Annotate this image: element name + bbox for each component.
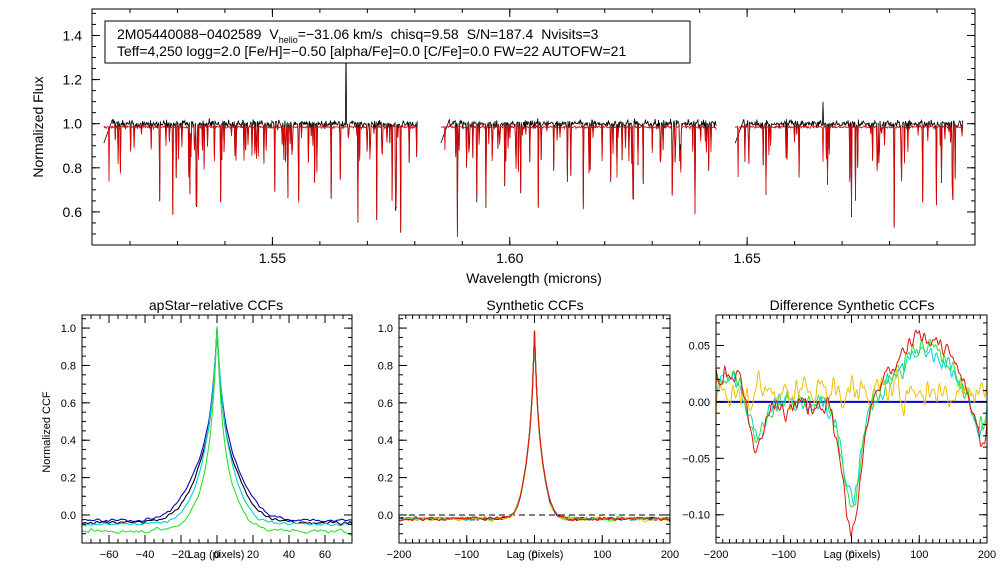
annotation-chisq: chisq=9.58: [391, 26, 459, 42]
difference-ccf-panel: Difference Synthetic CCFs −200 −100 0 100 20…: [682, 297, 996, 561]
annotation-frame: [104, 20, 691, 64]
synthetic-ccf-visit-3: [398, 331, 671, 521]
difference-xlabel: Lag (pixels): [824, 549, 881, 561]
x-tick-label: −200: [387, 549, 412, 561]
y-tick-label: 0.8: [61, 360, 76, 372]
y-tick-label: 1.0: [378, 323, 393, 335]
y-tick-label: 0.00: [689, 397, 710, 409]
x-tick-label: 200: [978, 549, 996, 561]
model-spectrum-chip-1: [103, 123, 418, 231]
synthetic-xlabel: Lag (pixels): [507, 549, 564, 561]
spectrum-panel: 1.55 1.60 1.65 0.6 0.8 1.0 1.2 1.4 Wavelength (…: [30, 8, 976, 286]
apstar-xlabel: Lag (pixels): [188, 549, 245, 561]
spectrum-plot-area: [103, 44, 964, 237]
y-tick-label: 0.4: [61, 435, 76, 447]
synthetic-ccf-visit-4: [398, 332, 671, 522]
y-tick-label: 0.6: [61, 398, 76, 410]
spectrum-ylabel: Normalized Flux: [30, 76, 46, 177]
apstar-ylabel: Normalized CCF: [41, 391, 53, 473]
difference-title: Difference Synthetic CCFs: [770, 297, 935, 313]
y-tick-label: 0.6: [63, 204, 83, 220]
y-tick-label: 1.2: [63, 72, 83, 88]
annotation-box: 2M05440088−0402589 Vhelio=−31.06 km/s chis…: [104, 20, 691, 64]
y-tick-label: 0.4: [378, 435, 393, 447]
annotation-star: 2M05440088−0402589: [117, 26, 262, 42]
x-tick-label: −100: [771, 549, 796, 561]
x-tick-label: −60: [100, 549, 119, 561]
synthetic-ticks: −200 −100 0 100 200 0.0 0.2 0.4 0.6 0.8 1.0: [378, 315, 679, 561]
y-tick-label: 0.6: [378, 398, 393, 410]
annotation-line-2: Teff=4,250 logg=2.0 [Fe/H]=−0.50 [alpha/…: [117, 43, 626, 59]
spectrum-xlabel: Wavelength (microns): [466, 270, 602, 286]
y-tick-label: 1.0: [63, 116, 83, 132]
apstar-plot-area: [81, 326, 353, 536]
x-tick-label: −40: [136, 549, 155, 561]
annotation-v-prefix: V: [269, 26, 279, 42]
apstar-title: apStar−relative CCFs: [149, 297, 283, 313]
synthetic-ccf-visit-2: [398, 331, 671, 523]
difference-ticks: −200 −100 0 100 200 −0.10 −0.05 0.00 0.05: [682, 315, 996, 561]
apstar-ccf-visit-1: [81, 328, 353, 526]
y-tick-label: 1.4: [63, 28, 83, 44]
annotation-v-sub: helio: [279, 35, 298, 45]
apstar-ticks: −60 −40 −20 0 20 40 60 0.0 0.2 0.4 0.6 0.8 1.0: [61, 315, 353, 561]
annotation-v-value: =−31.06 km/s: [298, 26, 383, 42]
difference-axes-frame: [715, 314, 988, 544]
x-tick-label: 1.60: [496, 250, 523, 266]
x-tick-label: 0: [531, 549, 537, 561]
observed-spectrum-chip-1: [103, 44, 418, 233]
apstar-axes-frame: [81, 314, 353, 544]
annotation-nvisits: Nvisits=3: [541, 26, 598, 42]
y-tick-label: 0.0: [378, 510, 393, 522]
apstar-ccf-visit-3: [81, 327, 353, 527]
apstar-ccf-panel: apStar−relative CCFs −60 −40 −20 0 20 40 60 0.0…: [41, 297, 353, 561]
x-tick-label: −200: [704, 549, 729, 561]
y-tick-label: −0.10: [682, 510, 710, 522]
spectrum-axes-frame: [91, 8, 976, 246]
x-tick-label: 100: [910, 549, 928, 561]
difference-ccf-visit-5: [715, 367, 988, 416]
synthetic-ccf-visit-5: [398, 331, 671, 523]
model-spectrum-chip-2: [440, 123, 717, 236]
x-tick-label: 1.55: [259, 250, 286, 266]
y-tick-label: 1.0: [61, 323, 76, 335]
apstar-ccf-visit-4: [81, 326, 353, 536]
x-tick-label: 0: [848, 549, 854, 561]
y-tick-label: 0.2: [378, 473, 393, 485]
x-tick-label: 100: [593, 549, 611, 561]
y-tick-label: −0.05: [682, 453, 710, 465]
spectrum-ticks: 1.55 1.60 1.65 0.6 0.8 1.0 1.2 1.4: [63, 9, 975, 266]
synthetic-plot-area: [398, 330, 671, 523]
x-tick-label: 0: [214, 549, 220, 561]
difference-ccf-visit-6: [715, 329, 988, 537]
annotation-sn: S/N=187.4: [467, 26, 534, 42]
model-spectrum-chip-3: [734, 123, 964, 227]
y-tick-label: 0.8: [63, 160, 83, 176]
difference-ccf-visit-4: [715, 338, 988, 508]
apstar-ccf-visit-2: [81, 328, 352, 523]
synthetic-ccf-panel: Synthetic CCFs −200 −100 0 100 200 0.0 0.2 0.4 0…: [378, 297, 679, 561]
annotation-line-1: 2M05440088−0402589 Vhelio=−31.06 km/s chis…: [117, 26, 599, 45]
x-tick-label: 1.65: [734, 250, 761, 266]
synthetic-ccf-visit-1: [398, 331, 671, 521]
synthetic-ccf-visit-6: [398, 330, 671, 522]
difference-plot-area: [715, 329, 988, 537]
y-tick-label: 0.8: [378, 360, 393, 372]
y-tick-label: 0.2: [61, 473, 76, 485]
y-tick-label: 0.0: [61, 510, 76, 522]
synthetic-title: Synthetic CCFs: [486, 297, 583, 313]
x-tick-label: −100: [454, 549, 479, 561]
observed-spectrum-chip-3: [734, 101, 964, 228]
x-tick-label: −20: [172, 549, 191, 561]
x-tick-label: 60: [319, 549, 331, 561]
y-tick-label: 0.05: [689, 340, 710, 352]
x-tick-label: 40: [283, 549, 295, 561]
difference-ccf-visit-3: [715, 346, 988, 506]
x-tick-label: 200: [661, 549, 679, 561]
x-tick-label: 20: [247, 549, 259, 561]
